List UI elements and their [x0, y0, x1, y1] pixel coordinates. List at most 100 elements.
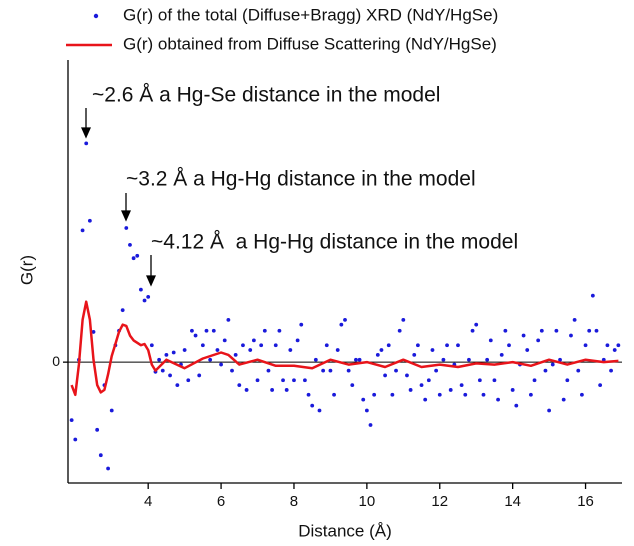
data-point — [343, 317, 347, 322]
data-point — [441, 357, 446, 362]
data-point — [346, 368, 351, 373]
x-axis-label: Distance (Å) — [298, 521, 392, 540]
data-point — [481, 392, 486, 397]
data-point — [612, 348, 617, 352]
data-point — [120, 308, 125, 313]
data-point — [521, 333, 526, 338]
data-point — [415, 343, 420, 348]
data-point — [467, 357, 471, 362]
data-point — [383, 373, 387, 378]
data-point — [445, 343, 449, 348]
data-point — [233, 352, 238, 357]
data-point — [197, 373, 202, 378]
data-point — [437, 392, 442, 397]
data-point — [503, 328, 508, 333]
data-point — [164, 352, 169, 357]
y-axis-label: G(r) — [17, 255, 36, 285]
data-point — [171, 350, 176, 355]
data-point — [175, 383, 180, 388]
data-point — [168, 373, 172, 378]
x-tick-label: 16 — [577, 493, 594, 510]
data-point — [499, 352, 504, 357]
data-point — [295, 338, 300, 343]
data-point — [601, 357, 606, 362]
data-point — [219, 362, 223, 367]
x-tick-label: 10 — [359, 493, 376, 510]
data-point — [590, 293, 595, 298]
y-tick-label: 0 — [52, 353, 60, 369]
data-point — [426, 378, 431, 383]
x-tick-label: 6 — [217, 493, 225, 510]
data-point — [292, 378, 296, 383]
data-point — [357, 357, 362, 362]
data-point — [109, 408, 114, 413]
data-point — [80, 228, 85, 233]
data-point — [580, 392, 584, 397]
data-point — [303, 378, 307, 383]
x-tick-label: 14 — [504, 493, 521, 510]
data-point — [182, 348, 187, 352]
data-point — [310, 403, 315, 408]
data-point — [124, 226, 129, 230]
data-point — [328, 368, 333, 373]
data-point — [609, 368, 613, 373]
data-point — [492, 378, 497, 383]
data-point — [558, 357, 562, 362]
data-point — [230, 368, 234, 373]
data-point — [434, 368, 439, 373]
data-point — [259, 343, 264, 348]
data-point — [157, 357, 162, 362]
data-point — [488, 338, 493, 343]
x-tick-label: 8 — [290, 493, 298, 510]
data-point — [419, 383, 424, 388]
data-point — [299, 322, 304, 327]
data-point — [532, 378, 537, 383]
x-tick-label: 12 — [431, 493, 448, 510]
data-point — [288, 348, 293, 352]
data-point — [598, 383, 603, 388]
data-point — [193, 333, 198, 338]
data-point — [543, 368, 548, 373]
data-point — [448, 388, 453, 392]
data-point — [463, 392, 468, 397]
data-point — [350, 383, 355, 388]
data-point — [69, 418, 74, 423]
data-point — [266, 368, 271, 373]
data-point — [306, 392, 311, 397]
data-point — [277, 328, 282, 333]
annotation: ~2.6 Å a Hg-Se distance in the model — [92, 84, 440, 107]
data-point — [270, 388, 275, 392]
data-point — [368, 423, 373, 427]
data-point — [423, 397, 428, 402]
data-point — [477, 378, 482, 383]
data-point — [583, 343, 588, 348]
data-point — [510, 388, 515, 392]
data-point — [138, 287, 143, 292]
data-point — [262, 328, 267, 333]
data-point — [200, 343, 205, 348]
data-point — [565, 378, 570, 383]
data-point — [215, 348, 220, 352]
data-point — [430, 348, 435, 352]
data-point — [470, 328, 475, 333]
data-point — [525, 348, 530, 352]
data-point — [244, 388, 249, 392]
annotation: ~3.2 Å a Hg-Hg distance in the model — [126, 168, 476, 191]
data-line — [70, 300, 619, 397]
data-point — [91, 330, 96, 334]
data-point — [146, 294, 151, 299]
data-point — [572, 317, 577, 322]
data-point — [339, 322, 344, 327]
data-point — [379, 348, 384, 352]
data-point — [211, 328, 216, 333]
annotation: ~4.12 Å a Hg-Hg distance in the model — [151, 231, 518, 254]
data-point — [554, 328, 559, 333]
data-point — [106, 466, 110, 471]
data-point — [536, 338, 541, 343]
data-point — [547, 408, 552, 413]
data-point — [354, 357, 358, 362]
data-point — [251, 338, 256, 343]
data-point — [459, 383, 464, 388]
data-point — [616, 343, 621, 348]
